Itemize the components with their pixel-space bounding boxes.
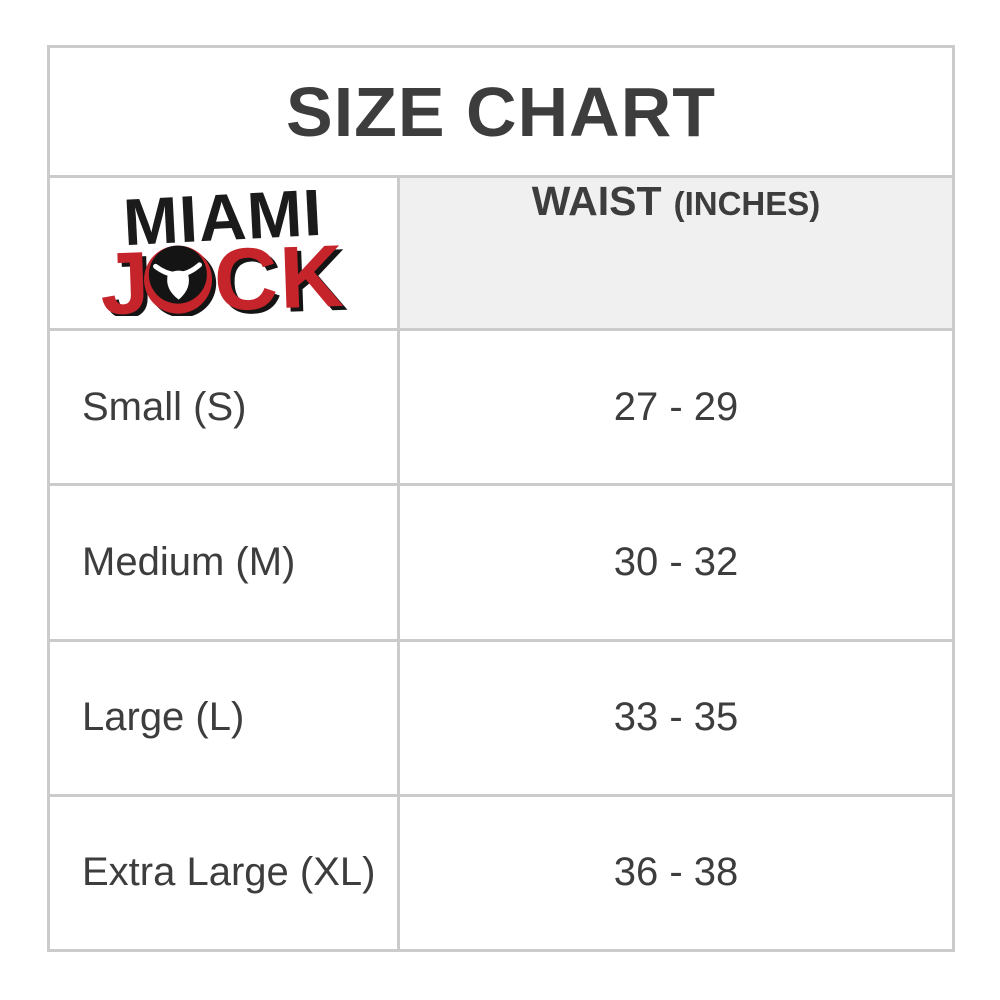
size-label: Small (S) — [82, 384, 247, 429]
size-label: Medium (M) — [82, 539, 296, 584]
waist-value: 27 - 29 — [613, 384, 739, 429]
waist-cell: 36 - 38 — [400, 797, 952, 949]
size-chart-table: SIZE CHART MIAMI J CK J CK — [47, 45, 955, 952]
miami-jock-logo: MIAMI J CK J CK — [98, 190, 350, 316]
header-row: MIAMI J CK J CK — [50, 175, 952, 328]
size-label: Extra Large (XL) — [82, 850, 376, 895]
logo-ck-text: CK — [212, 226, 346, 316]
jockstrap-icon — [152, 262, 202, 300]
waist-cell: 30 - 32 — [400, 486, 952, 638]
size-label: Large (L) — [82, 695, 245, 740]
waist-cell: 33 - 35 — [400, 642, 952, 794]
waist-header-label: WAIST — [531, 178, 662, 224]
waist-value: 33 - 35 — [613, 695, 739, 740]
page-title: SIZE CHART — [286, 72, 716, 151]
waist-header-unit: (INCHES) — [673, 185, 821, 222]
logo-j-text: J — [98, 233, 150, 316]
size-cell: Extra Large (XL) — [50, 796, 400, 949]
title-row: SIZE CHART — [50, 48, 952, 175]
size-cell: Large (L) — [50, 641, 400, 794]
waist-cell: 27 - 29 — [400, 331, 952, 483]
table-row-extra-large: Extra Large (XL) 36 - 38 — [50, 793, 952, 949]
logo-cell: MIAMI J CK J CK — [50, 178, 400, 328]
logo-ck-shadow: CK — [216, 230, 350, 316]
table-row-small: Small (S) 27 - 29 — [50, 328, 952, 484]
table-row-large: Large (L) 33 - 35 — [50, 638, 952, 794]
size-cell: Medium (M) — [50, 486, 400, 639]
table-row-medium: Medium (M) 30 - 32 — [50, 483, 952, 639]
waist-header-cell: WAIST (INCHES) — [400, 178, 952, 328]
waist-value: 36 - 38 — [613, 850, 739, 895]
size-cell: Small (S) — [50, 331, 400, 484]
waist-value: 30 - 32 — [613, 539, 739, 584]
logo-miami-text: MIAMI — [121, 190, 324, 259]
logo-jock-group: J CK J CK — [98, 226, 350, 316]
